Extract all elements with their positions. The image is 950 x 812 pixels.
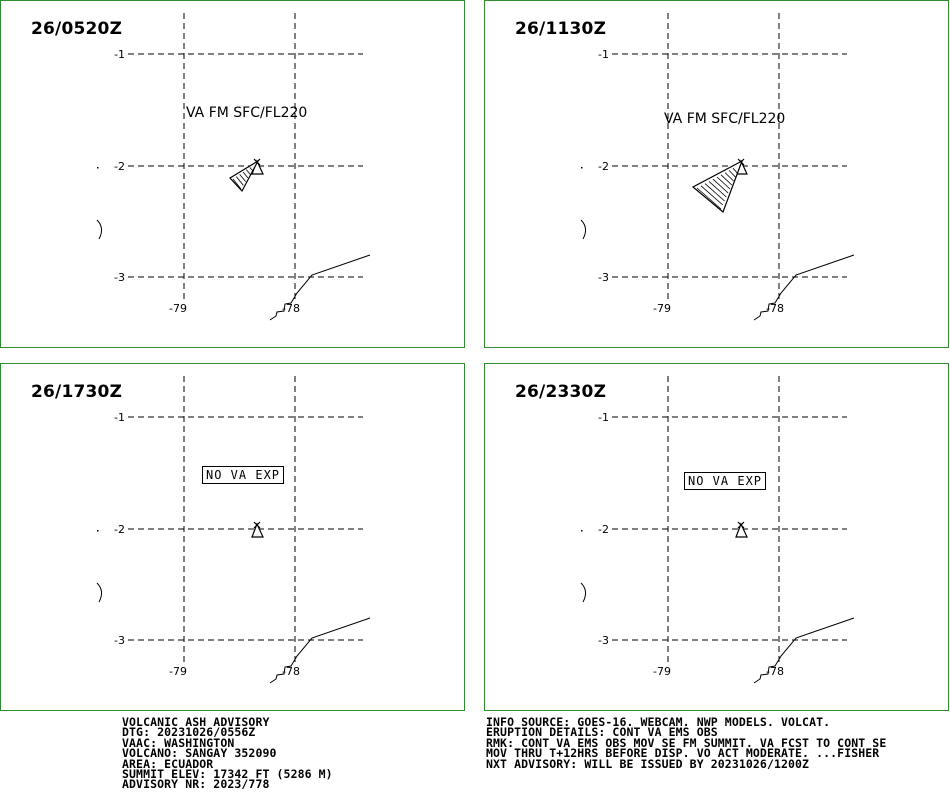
longitude-label: -79 bbox=[653, 302, 671, 315]
ash-plume-hatch bbox=[696, 187, 722, 210]
remark-line: INFO SOURCE: GOES-16. WEBCAM. NWP MODELS… bbox=[486, 715, 831, 729]
ash-plume-hatch bbox=[720, 174, 733, 186]
advisory-line: VOLCANIC ASH ADVISORY bbox=[122, 715, 270, 729]
country-border bbox=[753, 254, 855, 321]
latitude-label: -2 bbox=[598, 523, 609, 536]
ash-plume-hatch bbox=[700, 185, 724, 206]
ash-plume-hatch bbox=[249, 167, 253, 171]
volcano-summit-icon bbox=[253, 521, 261, 529]
advisory-line: DTG: 20231026/0556Z bbox=[122, 725, 256, 740]
remark-line: ERUPTION DETAILS: CONT VA EMS OBS bbox=[486, 725, 718, 740]
longitude-label: -79 bbox=[653, 665, 671, 678]
ash-layer-annotation: VA FM SFC/FL220 bbox=[664, 111, 786, 127]
coastline bbox=[96, 582, 103, 603]
panel-valid-time: 26/1730Z bbox=[31, 382, 123, 402]
coastline-dot bbox=[581, 167, 583, 169]
advisory-line: AREA: ECUADOR bbox=[122, 756, 214, 771]
ash-plume-polygon bbox=[691, 159, 744, 214]
latitude-label: -1 bbox=[114, 411, 125, 424]
volcano-summit-icon bbox=[737, 521, 745, 529]
no-ash-expected-box: NO VA EXP bbox=[202, 466, 285, 484]
longitude-label: -78 bbox=[766, 302, 784, 315]
ash-plume-hatch bbox=[732, 167, 738, 174]
latitude-label: -3 bbox=[114, 634, 125, 647]
panel-valid-time: 26/2330Z bbox=[515, 382, 607, 402]
forecast-panel: 26/1130Z -1 -2 -3 -79 -78 VA FM SFC/FL220 bbox=[484, 0, 949, 348]
remark-line: NXT ADVISORY: WILL BE ISSUED BY 20231026… bbox=[486, 756, 810, 771]
map-canvas bbox=[580, 13, 855, 321]
ash-plume-hatch bbox=[704, 183, 725, 202]
country-border bbox=[269, 254, 371, 321]
latitude-label: -3 bbox=[598, 634, 609, 647]
ash-plume-hatch bbox=[232, 178, 242, 190]
coastline bbox=[580, 582, 587, 603]
volcano-icon bbox=[251, 522, 264, 538]
ash-plume-hatch bbox=[724, 172, 734, 182]
coastline bbox=[96, 219, 103, 240]
advisory-line: SUMMIT ELEV: 17342 FT (5286 M) bbox=[122, 766, 333, 781]
latitude-label: -3 bbox=[114, 271, 125, 284]
map-canvas bbox=[580, 376, 855, 684]
latitude-label: -1 bbox=[598, 48, 609, 61]
latitude-label: -3 bbox=[598, 271, 609, 284]
ash-plume-hatch bbox=[712, 178, 729, 194]
ash-plume-hatch bbox=[236, 176, 244, 186]
map-canvas bbox=[96, 376, 371, 684]
longitude-label: -78 bbox=[282, 665, 300, 678]
longitude-label: -78 bbox=[282, 302, 300, 315]
remark-line: MOV THRU T+12HRS BEFORE DISP. VO ACT MOD… bbox=[486, 746, 880, 761]
remark-line: RMK: CONT VA EMS OBS MOV SE FM SUMMIT. V… bbox=[486, 735, 887, 750]
ash-plume-hatch bbox=[708, 181, 727, 198]
ash-layer-annotation: VA FM SFC/FL220 bbox=[186, 105, 308, 121]
ash-plume-hatch bbox=[246, 169, 251, 175]
latitude-label: -2 bbox=[114, 523, 125, 536]
coastline bbox=[580, 219, 587, 240]
coastline-dot bbox=[97, 167, 99, 169]
longitude-label: -78 bbox=[766, 665, 784, 678]
panel-valid-time: 26/0520Z bbox=[31, 19, 123, 39]
coastline-dot bbox=[581, 530, 583, 532]
no-ash-expected-box: NO VA EXP bbox=[684, 472, 767, 490]
advisory-header-block: VOLCANIC ASH ADVISORY DTG: 20231026/0556Z… bbox=[122, 715, 333, 792]
map-canvas bbox=[96, 13, 371, 321]
latitude-label: -1 bbox=[598, 411, 609, 424]
advisory-remarks-block: INFO SOURCE: GOES-16. WEBCAM. NWP MODELS… bbox=[486, 715, 887, 771]
advisory-line: VOLCANO: SANGAY 352090 bbox=[122, 746, 277, 761]
ash-plume-hatch bbox=[728, 170, 736, 178]
advisory-line: VAAC: WASHINGTON bbox=[122, 735, 235, 750]
ash-plume-hatch bbox=[242, 171, 249, 179]
latitude-label: -2 bbox=[114, 160, 125, 173]
forecast-panel: 26/0520Z -1 -2 -3 -79 -78 VA FM SFC/FL220 bbox=[0, 0, 465, 348]
country-border bbox=[753, 617, 855, 684]
ash-plume-hatch bbox=[716, 176, 731, 190]
coastline-dot bbox=[97, 530, 99, 532]
forecast-panel: 26/2330Z -1 -2 -3 -79 -78 NO VA EXP bbox=[484, 363, 949, 711]
advisory-line: ADVISORY NR: 2023/778 bbox=[122, 777, 270, 792]
latitude-label: -2 bbox=[598, 160, 609, 173]
longitude-label: -79 bbox=[169, 665, 187, 678]
ash-plume-hatch bbox=[239, 174, 246, 182]
panel-valid-time: 26/1130Z bbox=[515, 19, 607, 39]
country-border bbox=[269, 617, 371, 684]
longitude-label: -79 bbox=[169, 302, 187, 315]
latitude-label: -1 bbox=[114, 48, 125, 61]
forecast-panel: 26/1730Z -1 -2 -3 -79 -78 NO VA EXP bbox=[0, 363, 465, 711]
volcano-icon bbox=[735, 522, 748, 538]
